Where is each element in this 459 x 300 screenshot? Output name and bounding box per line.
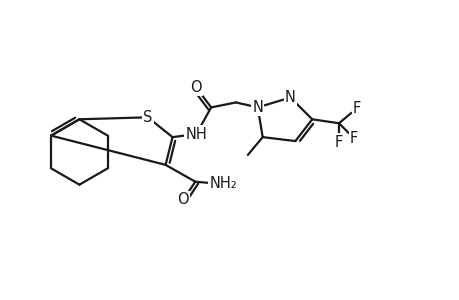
- Text: N: N: [252, 100, 263, 115]
- Text: O: O: [190, 80, 202, 95]
- Text: F: F: [352, 101, 360, 116]
- Text: O: O: [177, 192, 189, 207]
- Text: N: N: [285, 90, 295, 105]
- Text: F: F: [349, 130, 357, 146]
- Text: S: S: [143, 110, 152, 125]
- Text: F: F: [334, 135, 342, 150]
- Text: NH: NH: [185, 127, 207, 142]
- Text: NH₂: NH₂: [209, 176, 236, 191]
